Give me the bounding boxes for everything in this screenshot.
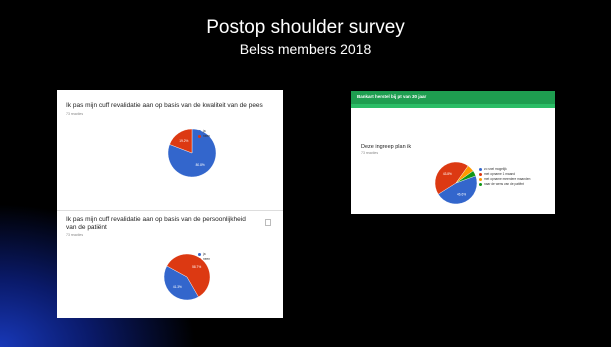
pie-slice-ja [163,265,199,301]
legend-swatch [198,252,201,256]
slide-title: Postop shoulder survey [206,17,405,38]
legend-item: zo snel mogelijk [479,167,530,172]
legend-swatch [479,172,482,176]
legend-label: ja [203,129,206,133]
copy-icon[interactable] [265,219,271,226]
pie-slice-ja [167,128,217,178]
pie-slice-label: 58.7% [192,265,201,269]
survey-card-personality: Ik pas mijn cuff revalidatie aan op basi… [57,210,283,318]
survey-card-quality: Ik pas mijn cuff revalidatie aan op basi… [57,90,283,210]
pie-slice-label: 80.8% [196,163,205,167]
pie-slice-naar-de-wens-van-de-patiënt [455,170,476,184]
legend-swatch [479,167,482,171]
legend-item: met opname meerdere maanden [479,177,530,182]
legend-label: neen [203,257,211,261]
pie-slice-label: 41.3% [173,285,182,289]
pie-chart-bankart: 46.6% 43.8% [434,161,478,205]
response-count: 73 reacties [66,233,84,237]
form-header-banner: Bankart herstel bij pt van 30 jaar [351,91,555,104]
form-header-stripe [351,104,555,108]
legend-label: met opname 1 maand [484,172,516,176]
legend: ja neen [198,129,210,139]
legend-item: met opname 1 maand [479,172,530,177]
legend-label: ja [203,252,206,256]
pie-chart-quality: 80.8% 19.2% [167,128,217,178]
legend-swatch [198,134,201,138]
legend-item: neen [198,134,210,139]
legend-item: ja [198,252,210,257]
legend-label: naar de wens van de patiënt [484,182,525,186]
form-header-title: Bankart herstel bij pt van 30 jaar [357,94,427,99]
pie-slice-neen [169,128,193,154]
legend-swatch [479,182,482,186]
pie-slice-label: 43.8% [443,172,452,176]
question-title: Deze ingreep plan ik [361,144,412,150]
legend: ja neen [198,252,210,262]
legend-swatch [198,257,201,261]
question-title: Ik pas mijn cuff revalidatie aan op basi… [66,102,263,109]
pie-slice-label: 46.6% [457,192,466,196]
pie-slice-met-opname-1-maand [434,161,469,195]
slide-subtitle: Belss members 2018 [239,41,372,57]
legend-swatch [198,129,201,133]
pie-slice-zo-snel-mogelijk [437,175,478,205]
pie-chart-personality: 41.3% 58.7% [163,253,211,301]
legend-item: naar de wens van de patiënt [479,182,530,187]
legend-swatch [479,177,482,181]
legend-label: neen [203,134,211,138]
survey-card-bankart: Bankart herstel bij pt van 30 jaar Deze … [351,91,555,214]
pie-slice-label: 19.2% [179,139,188,143]
pie-slice-neen [166,253,211,298]
legend-label: met opname meerdere maanden [484,177,531,181]
legend-item: ja [198,129,210,134]
response-count: 73 reacties [66,112,84,116]
response-count: 73 reacties [361,151,379,155]
legend: zo snel mogelijk met opname 1 maand met op… [479,167,530,187]
legend-item: neen [198,257,210,262]
question-title: Ik pas mijn cuff revalidatie aan op basi… [66,216,246,231]
legend-label: zo snel mogelijk [484,167,507,171]
